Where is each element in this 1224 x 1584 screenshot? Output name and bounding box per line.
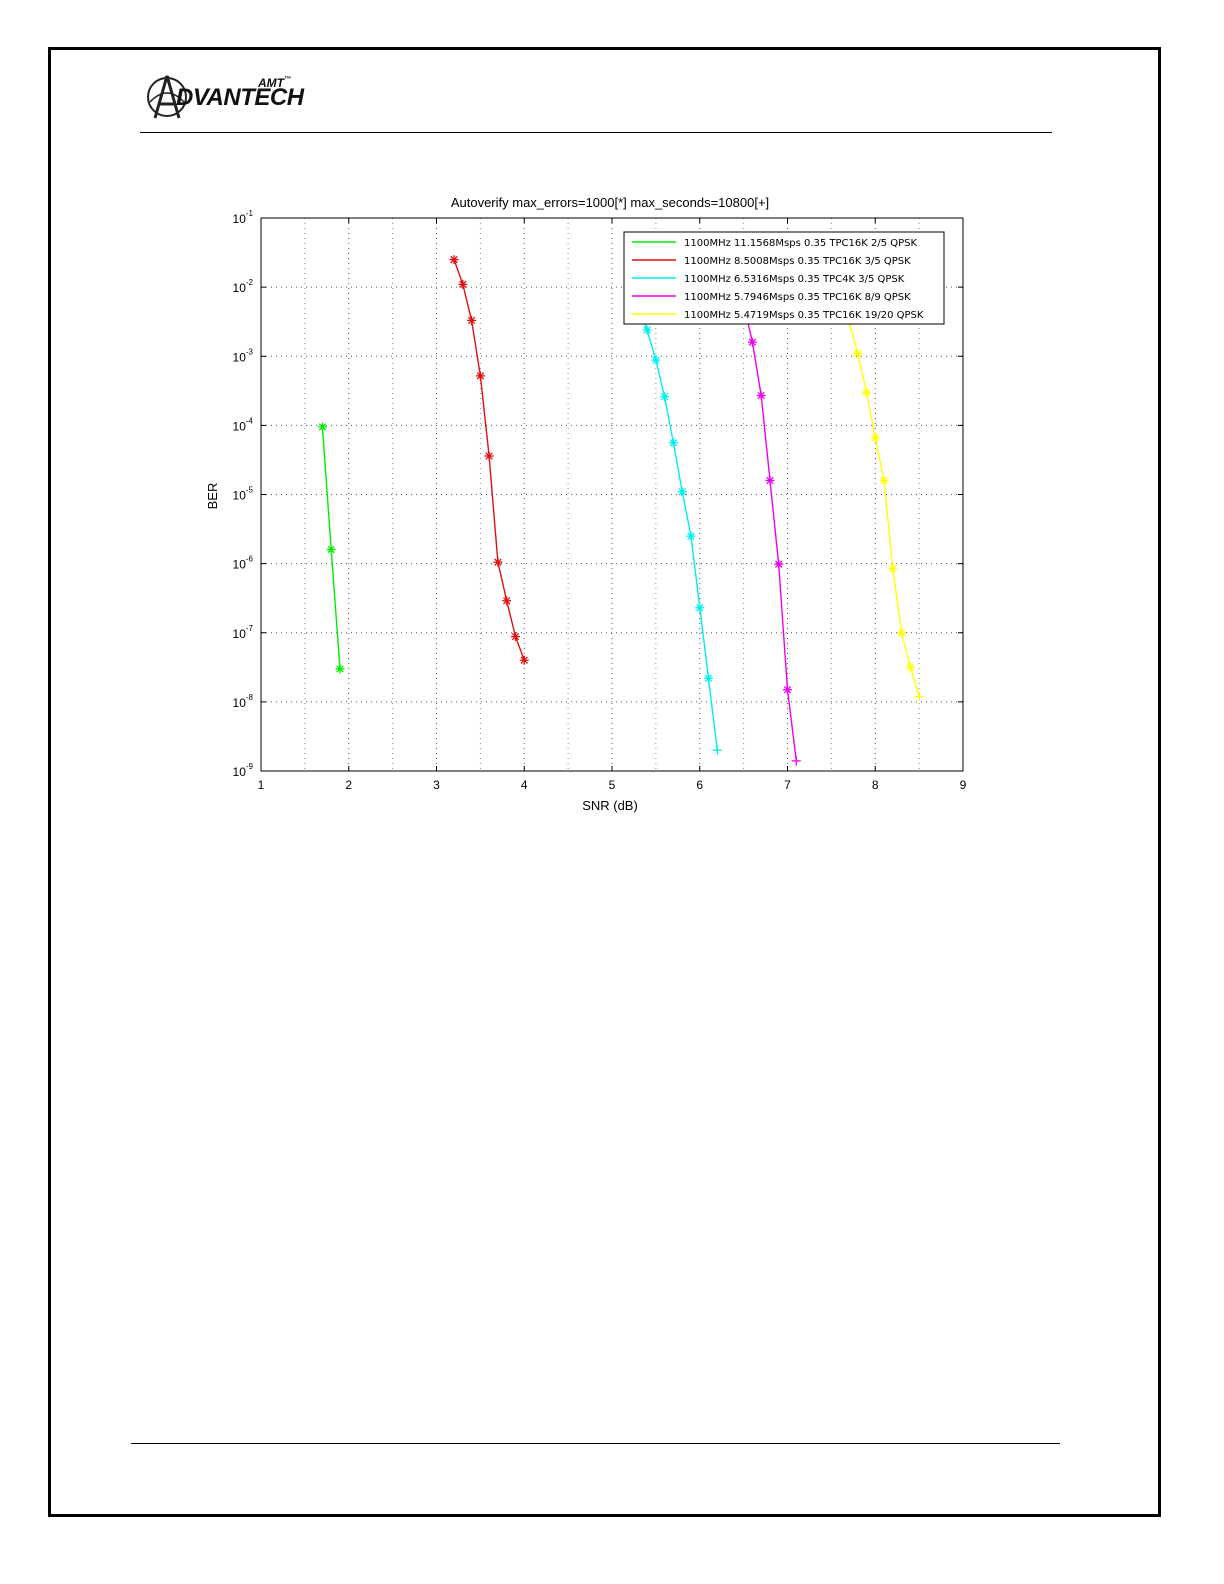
star-marker [747,337,757,347]
series-line [742,303,797,761]
series-1 [317,422,345,674]
y-tick-label: 10-7 [233,624,254,641]
x-tick-label: 6 [696,778,703,792]
star-marker [861,387,871,397]
star-marker [317,422,327,432]
y-tick-label: 10-3 [233,347,254,364]
star-marker [853,348,863,358]
star-marker [668,438,678,448]
logo-superscript: AMT™ [258,76,291,90]
legend-box [623,231,945,325]
star-marker [783,685,792,695]
star-marker [642,325,652,335]
chart-legend: 1100MHz 11.1568Msps 0.35 TPC16K 2/5 QPSK… [623,231,945,325]
y-tick-label: 10-6 [233,555,254,572]
star-marker [695,603,705,613]
y-tick-label: 10-5 [233,486,254,503]
x-tick-label: 3 [433,778,440,792]
legend-entry: 1100MHz 5.7946Msps 0.35 TPC16K 8/9 QPSK [684,292,911,303]
chart-series [317,255,924,766]
star-marker [870,433,880,443]
star-marker [449,255,459,265]
series-line [848,321,920,697]
plus-marker [712,745,722,755]
legend-entry: 1100MHz 5.4719Msps 0.35 TPC16K 19/20 QPS… [684,310,924,321]
axis-ticks: 1 2 3 4 5 6 7 8 9 10-1 10-2 10-3 10-4 10-5 10-6 10-7 10-… [233,209,967,792]
plus-marker [791,756,801,766]
star-marker [888,564,898,574]
y-tick-label: 10-8 [233,693,254,710]
series-line [637,301,718,751]
star-marker [879,475,889,485]
chart-grid [261,218,963,771]
star-marker [493,557,503,567]
star-marker [704,673,714,683]
legend-entry: 1100MHz 6.5316Msps 0.35 TPC4K 3/5 QPSK [684,274,905,285]
star-marker [335,664,345,674]
legend-entry: 1100MHz 11.1568Msps 0.35 TPC16K 2/5 QPSK [684,238,917,249]
legend-entry: 1100MHz 8.5008Msps 0.35 TPC16K 3/5 QPSK [684,256,911,267]
y-axis-label: BER [205,483,220,510]
star-marker [765,475,775,485]
advantech-logo-icon [147,75,187,119]
series-2 [449,255,529,665]
series-5 [844,316,924,701]
x-tick-label: 9 [960,778,967,792]
y-tick-label: 10-1 [233,209,254,226]
star-marker [519,655,529,665]
x-tick-label: 7 [784,778,791,792]
x-tick-label: 1 [258,778,265,792]
star-marker [458,279,468,289]
y-tick-label: 10-4 [233,416,254,433]
series-4 [739,298,801,766]
star-marker [484,451,494,461]
x-tick-label: 8 [872,778,879,792]
y-tick-label: 10-2 [233,278,254,295]
star-marker [326,545,336,555]
y-tick-label: 10-9 [233,762,254,779]
series-3 [633,296,722,755]
star-marker [651,355,661,365]
star-marker [905,662,915,672]
x-tick-label: 5 [609,778,616,792]
x-tick-label: 2 [345,778,352,792]
star-marker [660,392,670,402]
page-frame [48,47,1161,1517]
star-marker [686,531,696,541]
star-marker [510,632,520,642]
logo-wordmark: DVANTECH [176,84,304,111]
star-marker [774,559,784,569]
star-marker [756,391,766,401]
footer-rule [131,1443,1060,1444]
star-marker [897,628,907,638]
x-tick-label: 4 [521,778,528,792]
x-axis-label: SNR (dB) [582,798,638,813]
chart-title: Autoverify max_errors=1000[*] max_second… [451,195,769,210]
header-rule [140,132,1052,133]
star-marker [475,371,485,381]
star-marker [677,487,687,497]
star-marker [502,596,512,606]
star-marker [467,315,477,325]
plus-marker [914,691,924,701]
